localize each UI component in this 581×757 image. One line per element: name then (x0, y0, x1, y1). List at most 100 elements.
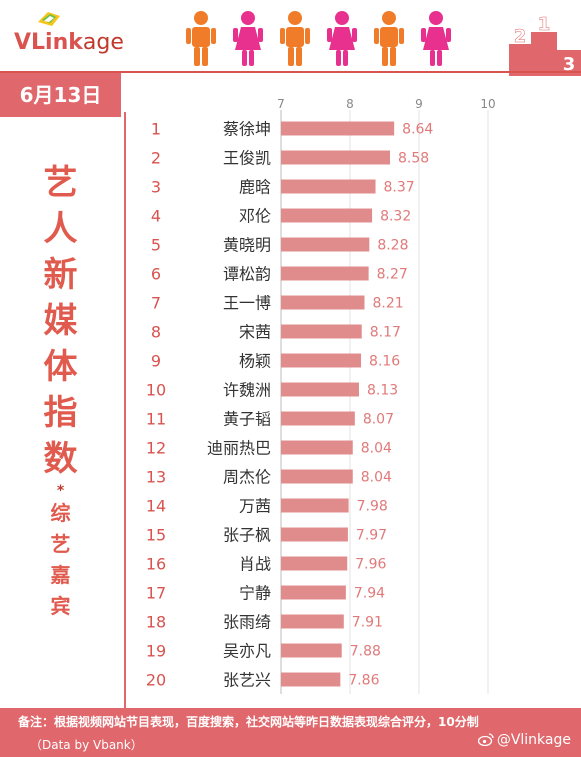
people-figures (186, 11, 451, 66)
weibo-icon (477, 733, 494, 746)
header: VLinkage (0, 0, 581, 80)
category-label: 迪丽热巴 (207, 439, 271, 458)
header-divider (0, 71, 581, 73)
value-label: 8.04 (361, 441, 392, 457)
value-label: 8.04 (361, 470, 392, 486)
category-label: 鹿晗 (239, 178, 271, 197)
female-figure-icon (233, 11, 263, 66)
value-label: 7.97 (356, 528, 387, 544)
title-char: 媒 (43, 301, 78, 341)
category-label: 杨颖 (239, 352, 271, 371)
category-label: 宁静 (239, 584, 271, 603)
bar (281, 121, 395, 136)
weibo-handle[interactable]: @Vlinkage (477, 732, 571, 748)
bar (281, 295, 365, 310)
title-char: 指 (43, 393, 78, 433)
value-label: 8.64 (402, 122, 433, 138)
title-star: * (56, 483, 65, 499)
rank-label: 5 (151, 236, 161, 255)
value-label: 8.27 (377, 267, 408, 283)
value-label: 7.94 (354, 586, 385, 602)
category-label: 蔡徐坤 (223, 120, 271, 139)
bar (281, 382, 359, 397)
logo-bold: VLink (14, 30, 83, 55)
rank-label: 10 (146, 381, 166, 400)
x-tick-label: 8 (346, 97, 354, 111)
category-label: 万茜 (239, 497, 271, 516)
title-char: 数 (43, 439, 78, 479)
ranking-bar-chart: 7 8 9 10 1 蔡徐坤 8.64 2 王俊凯 8.58 3 鹿晗 8.37 4 邓伦 8.32 5 黄晓明 8… (146, 97, 496, 694)
value-label: 8.37 (384, 180, 415, 196)
subtitle-char: 综 (50, 501, 71, 525)
value-label: 8.07 (363, 412, 394, 428)
bar (281, 643, 342, 658)
bar (281, 556, 348, 571)
category-label: 宋茜 (239, 323, 271, 342)
category-label: 王一博 (223, 294, 271, 313)
category-label: 王俊凯 (223, 149, 271, 168)
rank-label: 9 (151, 352, 161, 371)
brand-logo: VLinkage (14, 30, 124, 55)
rank-label: 13 (146, 468, 166, 487)
rank-label: 11 (146, 410, 166, 429)
footer-source: （Data by Vbank） (30, 738, 143, 752)
rank-label: 16 (146, 555, 166, 574)
subtitle-char: 宾 (50, 594, 71, 618)
title-char: 人 (43, 209, 78, 249)
subtitle-char: 嘉 (50, 563, 71, 587)
x-tick-label: 9 (415, 97, 423, 111)
bar (281, 353, 362, 368)
podium-1: 1 (538, 14, 551, 35)
rank-label: 1 (151, 120, 161, 139)
rank-label: 19 (146, 642, 166, 661)
value-label: 8.21 (372, 296, 403, 312)
value-label: 8.16 (369, 354, 400, 370)
category-label: 张子枫 (223, 526, 271, 545)
category-label: 周杰伦 (223, 468, 271, 487)
value-label: 7.98 (357, 499, 388, 515)
x-tick-label: 10 (480, 97, 495, 111)
category-label: 张艺兴 (223, 671, 271, 690)
rank-label: 18 (146, 613, 166, 632)
footer: 备注：根据视频网站节目表现，百度搜索，社交网站等昨日数据表现综合评分，10分制 … (0, 708, 581, 757)
podium-icon: 2 1 3 (509, 14, 581, 76)
left-rule (124, 112, 126, 708)
rank-label: 4 (151, 207, 161, 226)
vertical-title: 艺 人 新 媒 体 指 数 * 综 艺 嘉 宾 (0, 160, 121, 622)
value-label: 8.13 (367, 383, 398, 399)
category-label: 邓伦 (239, 207, 271, 226)
category-label: 张雨绮 (223, 613, 271, 632)
rank-label: 17 (146, 584, 166, 603)
podium-2: 2 (514, 26, 527, 47)
bar (281, 411, 355, 426)
female-figure-icon (421, 11, 451, 66)
value-label: 7.91 (352, 615, 383, 631)
category-label: 黄子韬 (223, 410, 271, 429)
title-char: 体 (43, 347, 78, 387)
rank-label: 3 (151, 178, 161, 197)
weibo-text: @Vlinkage (496, 732, 571, 748)
value-label: 8.17 (370, 325, 401, 341)
bar (281, 266, 369, 281)
title-char: 新 (43, 255, 78, 295)
category-label: 肖战 (239, 555, 271, 574)
value-label: 7.86 (348, 673, 379, 689)
female-figure-icon (327, 11, 357, 66)
category-label: 许魏洲 (223, 381, 271, 400)
title-char: 艺 (43, 163, 78, 203)
bar (281, 179, 376, 194)
logo-rest: age (82, 30, 124, 55)
bar (281, 585, 346, 600)
date-badge: 6月13日 (0, 73, 121, 117)
rank-label: 8 (151, 323, 161, 342)
value-label: 8.58 (398, 151, 429, 167)
bar (281, 150, 391, 165)
bar (281, 440, 353, 455)
rank-label: 12 (146, 439, 166, 458)
date-text: 6月13日 (19, 83, 102, 107)
bar (281, 469, 353, 484)
bar (281, 498, 349, 513)
bar (281, 614, 344, 629)
male-figure-icon (186, 11, 216, 66)
subtitle-char: 艺 (50, 532, 71, 556)
